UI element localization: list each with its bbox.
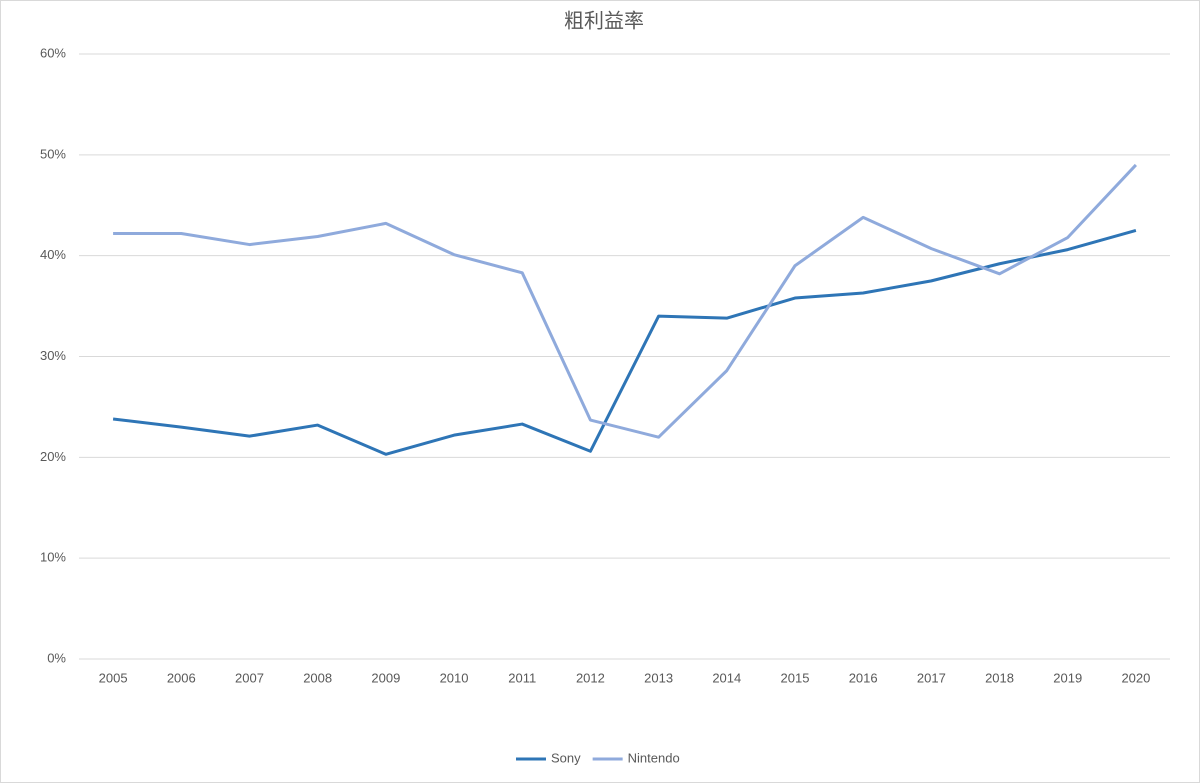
legend-label: Sony <box>551 750 581 765</box>
x-tick-label: 2010 <box>440 670 469 685</box>
x-tick-label: 2019 <box>1053 670 1082 685</box>
x-tick-label: 2020 <box>1121 670 1150 685</box>
x-tick-label: 2016 <box>849 670 878 685</box>
x-tick-label: 2009 <box>371 670 400 685</box>
x-tick-label: 2013 <box>644 670 673 685</box>
x-tick-label: 2005 <box>99 670 128 685</box>
chart-title: 粗利益率 <box>564 9 644 32</box>
series-line <box>112 229 1137 456</box>
y-tick-label: 40% <box>40 247 66 262</box>
legend-label: Nintendo <box>628 750 680 765</box>
y-tick-label: 0% <box>47 650 66 665</box>
y-tick-label: 30% <box>40 348 66 363</box>
y-tick-label: 10% <box>40 550 66 565</box>
y-tick-label: 60% <box>40 45 66 60</box>
x-tick-label: 2018 <box>985 670 1014 685</box>
series-line <box>113 163 1138 439</box>
x-tick-label: 2006 <box>167 670 196 685</box>
x-tick-label: 2015 <box>781 670 810 685</box>
x-tick-label: 2012 <box>576 670 605 685</box>
x-tick-label: 2011 <box>508 670 536 685</box>
x-tick-label: 2014 <box>712 670 741 685</box>
x-tick-label: 2017 <box>917 670 946 685</box>
y-tick-label: 20% <box>40 449 66 464</box>
x-tick-label: 2008 <box>303 670 332 685</box>
y-tick-label: 50% <box>40 146 66 161</box>
x-tick-label: 2007 <box>235 670 264 685</box>
